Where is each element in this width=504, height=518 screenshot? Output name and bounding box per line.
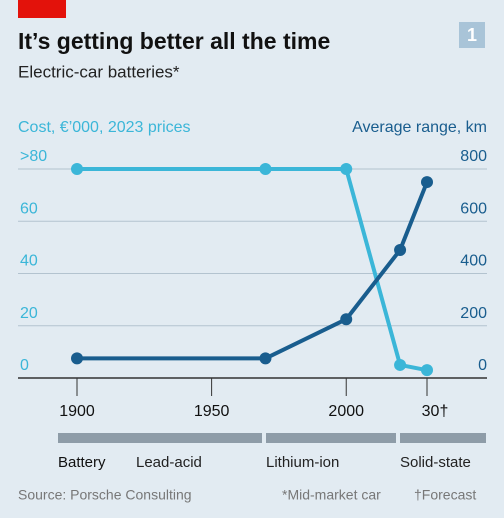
y-axis-label: Cost, €’000, 2023 prices (18, 119, 191, 136)
y2-tick-label: 600 (460, 200, 487, 217)
x-tick-label: 30† (422, 403, 449, 420)
point (259, 352, 272, 365)
y-tick-label: 20 (20, 305, 38, 322)
point (421, 364, 433, 377)
era-bar (266, 433, 396, 443)
point (71, 352, 83, 365)
source: Source: Porsche Consulting (18, 487, 192, 503)
badge-box (459, 22, 485, 48)
point (394, 358, 407, 371)
point (340, 163, 353, 175)
y2-tick-label: 200 (460, 305, 487, 322)
era-label: Lead-acid (136, 454, 202, 471)
y-tick-label: 60 (20, 200, 38, 217)
era-bar (400, 433, 486, 443)
y2-tick-label: 0 (478, 357, 487, 374)
point (340, 313, 353, 326)
badge: 1 (467, 25, 477, 45)
era-label: Lithium-ion (266, 454, 339, 471)
era-bar (58, 433, 262, 443)
y2-axis-label: Average range, km (352, 119, 487, 136)
note: *Mid-market car (282, 487, 381, 503)
x-tick-label: 1950 (194, 403, 230, 420)
y2-tick-label: 800 (460, 148, 487, 165)
red-tag (18, 0, 66, 18)
era-label: Solid-state (400, 454, 471, 471)
chart-title: It’s getting better all the time (18, 28, 330, 54)
eras-heading: Battery (58, 454, 106, 471)
point (259, 163, 272, 175)
x-tick-label: 2000 (328, 403, 364, 420)
x-tick-label: 1900 (59, 403, 95, 420)
chart-subtitle: Electric-car batteries* (18, 62, 180, 81)
y2-tick-label: 400 (460, 253, 487, 270)
y-tick-label: >80 (20, 148, 47, 165)
note: †Forecast (414, 487, 476, 503)
point (421, 176, 433, 189)
point (394, 243, 407, 256)
y-tick-label: 0 (20, 357, 29, 374)
point (71, 163, 83, 175)
y-tick-label: 40 (20, 253, 38, 270)
